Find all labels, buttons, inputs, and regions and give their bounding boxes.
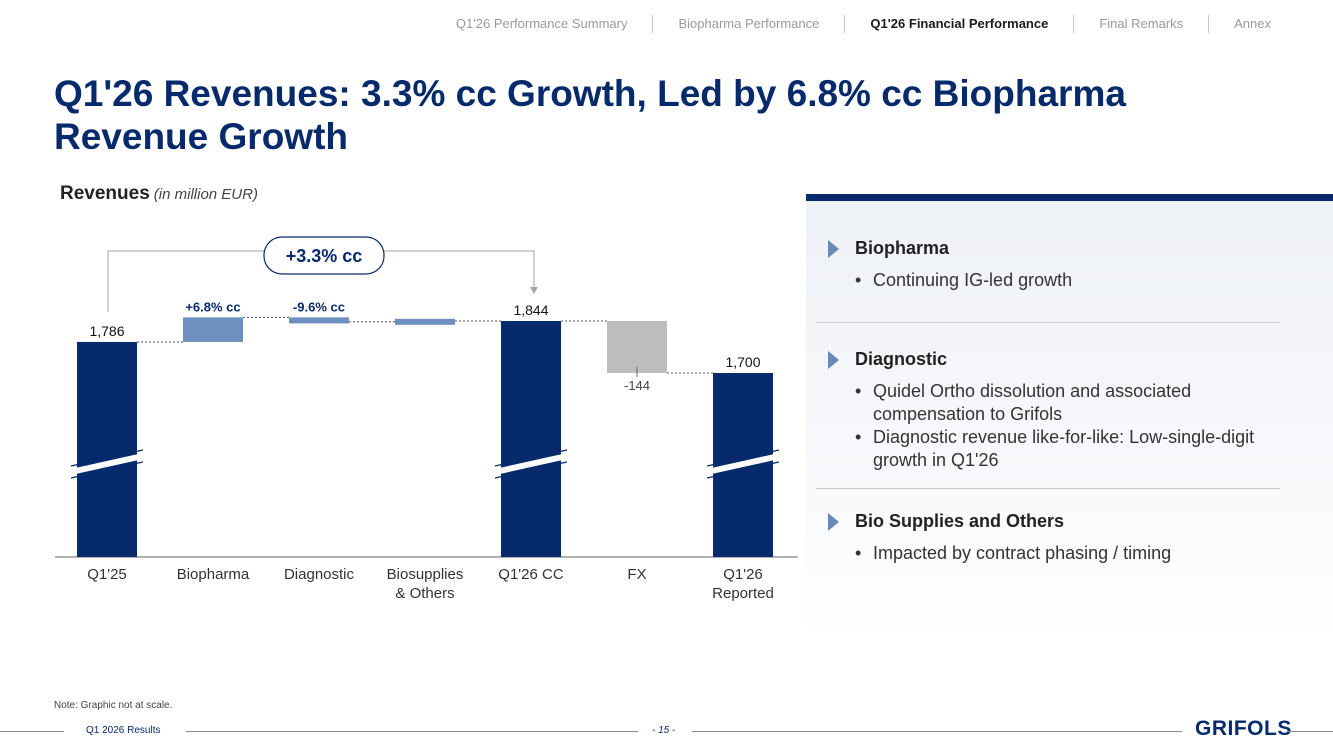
x-tick-label: Diagnostic bbox=[284, 566, 355, 583]
x-tick-label: Reported bbox=[712, 585, 774, 602]
nav-item-annex[interactable]: Annex bbox=[1208, 15, 1271, 33]
panel-section-diagnostic: Diagnostic Quidel Ortho dissolution and … bbox=[816, 349, 1280, 472]
nav-item-biopharma-performance[interactable]: Biopharma Performance bbox=[652, 15, 844, 33]
footer-rule bbox=[186, 731, 638, 732]
x-tick-label: & Others bbox=[395, 585, 454, 602]
footer-label: Q1 2026 Results bbox=[86, 725, 161, 736]
growth-callout-label: +3.3% cc bbox=[286, 246, 363, 266]
footer-rule bbox=[1288, 731, 1333, 732]
chart-heading: Revenues (in million EUR) bbox=[60, 183, 258, 205]
x-tick-label: Biosupplies bbox=[387, 566, 464, 583]
section-title: Diagnostic bbox=[855, 349, 948, 369]
bullet-item: Quidel Ortho dissolution and associated … bbox=[855, 380, 1280, 426]
x-tick-label: Biopharma bbox=[177, 566, 250, 583]
top-navigation: Q1'26 Performance Summary Biopharma Perf… bbox=[431, 14, 1271, 34]
data-label: +6.8% cc bbox=[185, 299, 240, 314]
section-title: Bio Supplies and Others bbox=[855, 511, 1065, 531]
x-tick-label: FX bbox=[627, 566, 646, 583]
bullet-item: Diagnostic revenue like-for-like: Low-si… bbox=[855, 426, 1280, 472]
bullet-arrow-icon bbox=[828, 239, 839, 258]
chart-heading-unit: (in million EUR) bbox=[153, 186, 258, 203]
bullet-item: Impacted by contract phasing / timing bbox=[855, 542, 1280, 565]
bullet-arrow-icon bbox=[828, 350, 839, 369]
axis-break-mark bbox=[494, 453, 568, 475]
data-label: -144 bbox=[624, 378, 650, 393]
bar-q1-25 bbox=[77, 341, 137, 557]
bar-fx bbox=[607, 321, 667, 373]
data-label: 1,700 bbox=[725, 354, 760, 370]
grifols-logo: GRIFOLS bbox=[1195, 717, 1292, 740]
axis-break-mark bbox=[706, 453, 780, 475]
panel-section-bio-supplies: Bio Supplies and Others Impacted by cont… bbox=[816, 511, 1280, 565]
x-tick-label: Q1'26 CC bbox=[498, 566, 564, 583]
footer-rule bbox=[692, 731, 1182, 732]
panel-section-biopharma: Biopharma Continuing IG-led growth bbox=[816, 238, 1280, 292]
chart-heading-label: Revenues bbox=[60, 183, 150, 204]
revenue-waterfall-chart: 1,786 Q1'25 +6.8% cc Biopharma -9.6% cc Diagn… bbox=[55, 236, 798, 602]
nav-item-final-remarks[interactable]: Final Remarks bbox=[1073, 15, 1208, 33]
axis-break-line bbox=[494, 461, 568, 479]
x-tick-label: Q1'26 bbox=[723, 566, 763, 583]
growth-callout-pill bbox=[263, 236, 385, 275]
section-title: Biopharma bbox=[855, 238, 950, 258]
axis-break-line bbox=[706, 449, 780, 467]
x-tick-label: Q1'25 bbox=[87, 566, 127, 583]
bar-q1-26-cc bbox=[501, 321, 561, 557]
bullet-arrow-icon bbox=[828, 512, 839, 531]
bullet-item: Continuing IG-led growth bbox=[855, 269, 1280, 292]
bar-biopharma bbox=[183, 317, 243, 342]
axis-break-mark bbox=[70, 453, 144, 475]
page-number: - 15 - bbox=[652, 725, 676, 736]
commentary-panel: Biopharma Continuing IG-led growth Diagn… bbox=[806, 194, 1333, 644]
growth-bracket-arrow-icon bbox=[530, 287, 538, 294]
axis-break-line bbox=[70, 461, 144, 479]
axis-break-line bbox=[70, 449, 144, 467]
panel-divider bbox=[816, 488, 1280, 489]
data-label: -9.6% cc bbox=[293, 299, 345, 314]
page-title: Q1'26 Revenues: 3.3% cc Growth, Led by 6… bbox=[54, 73, 1126, 157]
data-label: 1,844 bbox=[513, 302, 548, 318]
data-label: 1,786 bbox=[89, 323, 124, 339]
footer-rule bbox=[0, 731, 64, 732]
bar-diagnostic bbox=[289, 317, 349, 324]
nav-item-performance-summary[interactable]: Q1'26 Performance Summary bbox=[455, 16, 628, 31]
footnote: Note: Graphic not at scale. bbox=[54, 700, 173, 711]
axis-break-line bbox=[706, 461, 780, 479]
nav-item-financial-performance[interactable]: Q1'26 Financial Performance bbox=[844, 15, 1073, 33]
panel-divider bbox=[816, 322, 1280, 323]
axis-break-line bbox=[494, 449, 568, 467]
bar-biosupplies-others bbox=[395, 318, 455, 325]
